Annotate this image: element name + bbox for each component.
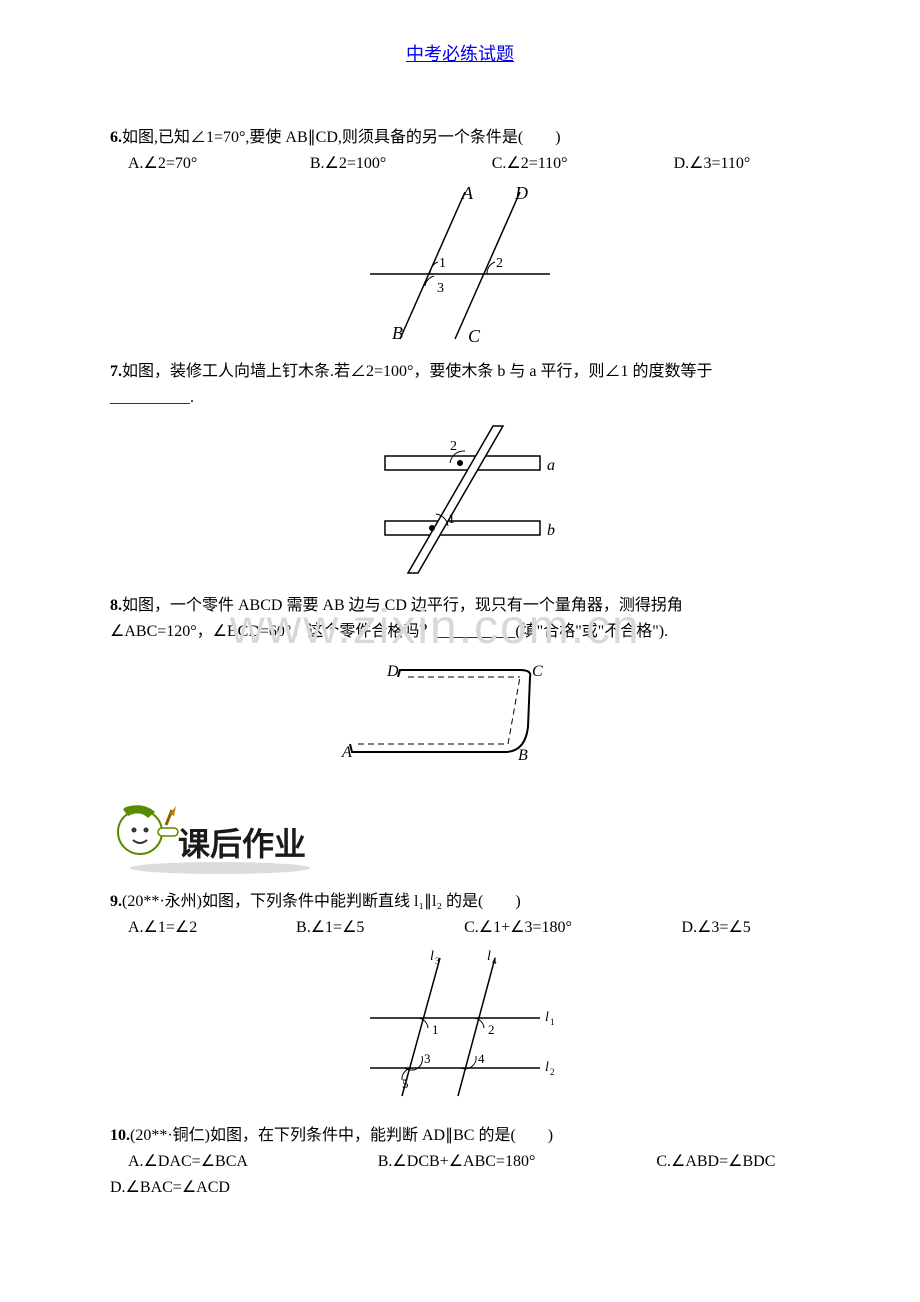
svg-text:2: 2 — [450, 439, 457, 454]
q6-text: 6.如图,已知∠1=70°,要使 AB∥CD,则须具备的另一个条件是( ) — [110, 126, 810, 150]
q9-number: 9. — [110, 893, 122, 910]
q9-option-b: B.∠1=∠5 — [296, 916, 464, 940]
q9-options: A.∠1=∠2 B.∠1=∠5 C.∠1+∠3=180° D.∠3=∠5 — [128, 916, 810, 940]
svg-text:1: 1 — [550, 1017, 555, 1027]
q7-figure: a b 2 1 — [110, 418, 810, 586]
svg-text:D: D — [386, 663, 399, 680]
question-9: 9.(20**·永州)如图，下列条件中能判断直线 l₁∥l₂ 的是( ) A.∠… — [110, 890, 810, 1116]
svg-text:1: 1 — [432, 1022, 439, 1037]
q6-option-c: C.∠2=110° — [492, 152, 674, 176]
q10-number: 10. — [110, 1127, 130, 1144]
q9-stem: 如图，下列条件中能判断直线 l₁∥l₂ 的是( ) — [202, 893, 521, 910]
svg-text:l: l — [545, 1010, 549, 1025]
question-7: 7.如图，装修工人向墙上钉木条.若∠2=100°，要使木条 b 与 a 平行，则… — [110, 360, 810, 586]
svg-text:B: B — [392, 323, 403, 343]
q7-stem: 如图，装修工人向墙上钉木条.若∠2=100°，要使木条 b 与 a 平行，则∠1… — [122, 363, 713, 380]
page-header: 中考必练试题 — [0, 0, 920, 126]
q10-source: (20**·铜仁) — [130, 1127, 210, 1144]
svg-text:3: 3 — [424, 1051, 431, 1066]
q7-blank: __________. — [110, 386, 810, 410]
svg-text:3: 3 — [437, 281, 444, 296]
q9-text: 9.(20**·永州)如图，下列条件中能判断直线 l₁∥l₂ 的是( ) — [110, 890, 810, 914]
q7-text: 7.如图，装修工人向墙上钉木条.若∠2=100°，要使木条 b 与 a 平行，则… — [110, 360, 810, 384]
svg-text:B: B — [518, 747, 528, 764]
q6-diagram: A B C D 1 2 3 — [340, 184, 580, 344]
question-6: 6.如图,已知∠1=70°,要使 AB∥CD,则须具备的另一个条件是( ) A.… — [110, 126, 810, 352]
q6-stem: 如图,已知∠1=70°,要使 AB∥CD,则须具备的另一个条件是( ) — [122, 129, 561, 146]
svg-text:2: 2 — [496, 256, 503, 271]
svg-text:1: 1 — [439, 256, 446, 271]
q6-option-a: A.∠2=70° — [128, 152, 310, 176]
question-8: 8.如图，一个零件 ABCD 需要 AB 边与 CD 边平行，现只有一个量角器，… — [110, 594, 810, 780]
svg-text:4: 4 — [478, 1051, 485, 1066]
q6-options: A.∠2=70° B.∠2=100° C.∠2=110° D.∠3=110° — [128, 152, 810, 176]
svg-text:b: b — [547, 522, 555, 539]
content-area: 6.如图,已知∠1=70°,要使 AB∥CD,则须具备的另一个条件是( ) A.… — [0, 126, 920, 1200]
svg-text:a: a — [547, 457, 555, 474]
question-10: 10.(20**·铜仁)如图，在下列条件中，能判断 AD∥BC 的是( ) A.… — [110, 1124, 810, 1200]
q8-stem1: 如图，一个零件 ABCD 需要 AB 边与 CD 边平行，现只有一个量角器，测得… — [122, 597, 683, 614]
svg-text:1: 1 — [448, 512, 455, 527]
q6-figure: A B C D 1 2 3 — [110, 184, 810, 352]
svg-text:C: C — [532, 663, 543, 680]
q9-figure: l1 l2 l3 l4 1 2 3 4 5 — [110, 948, 810, 1116]
svg-text:l: l — [487, 949, 491, 964]
q9-option-a: A.∠1=∠2 — [128, 916, 296, 940]
q8-number: 8. — [110, 597, 122, 614]
q9-option-c: C.∠1+∠3=180° — [464, 916, 681, 940]
q7-diagram: a b 2 1 — [340, 418, 580, 578]
q7-number: 7. — [110, 363, 122, 380]
svg-text:C: C — [468, 326, 481, 344]
homework-banner: 课后作业 — [110, 800, 810, 880]
svg-text:A: A — [461, 184, 474, 203]
q9-option-d: D.∠3=∠5 — [682, 916, 811, 940]
q10-option-c: C.∠ABD=∠BDC — [656, 1150, 810, 1174]
q8-stem2: ∠ABC=120°，∠BCD=60°，这个零件合格吗？__________(填"… — [110, 620, 810, 644]
q10-stem: 如图，在下列条件中，能判断 AD∥BC 的是( ) — [210, 1127, 553, 1144]
q10-option-d: D.∠BAC=∠ACD — [110, 1176, 810, 1200]
svg-text:4: 4 — [492, 956, 497, 966]
q10-option-a: A.∠DAC=∠BCA — [128, 1150, 378, 1174]
q10-options-row1: A.∠DAC=∠BCA B.∠DCB+∠ABC=180° C.∠ABD=∠BDC — [128, 1150, 810, 1174]
q6-option-b: B.∠2=100° — [310, 152, 492, 176]
q9-source: (20**·永州) — [122, 893, 202, 910]
svg-text:l: l — [545, 1060, 549, 1075]
svg-text:3: 3 — [435, 956, 440, 966]
svg-text:2: 2 — [550, 1067, 555, 1077]
svg-text:A: A — [341, 744, 352, 761]
svg-text:2: 2 — [488, 1022, 495, 1037]
header-link[interactable]: 中考必练试题 — [406, 44, 514, 64]
svg-text:D: D — [514, 184, 528, 203]
q6-option-d: D.∠3=110° — [674, 152, 810, 176]
q6-number: 6. — [110, 129, 122, 146]
svg-text:l: l — [430, 949, 434, 964]
q9-diagram: l1 l2 l3 l4 1 2 3 4 5 — [340, 948, 580, 1108]
q10-text: 10.(20**·铜仁)如图，在下列条件中，能判断 AD∥BC 的是( ) — [110, 1124, 810, 1148]
homework-banner-text: 课后作业 — [178, 826, 306, 862]
svg-text:5: 5 — [402, 1076, 409, 1091]
q8-text: 8.如图，一个零件 ABCD 需要 AB 边与 CD 边平行，现只有一个量角器，… — [110, 594, 810, 618]
q8-diagram: A B C D — [320, 652, 600, 772]
homework-banner-icon: 课后作业 — [110, 800, 330, 875]
q8-figure: A B C D — [110, 652, 810, 780]
q10-option-b: B.∠DCB+∠ABC=180° — [378, 1150, 657, 1174]
